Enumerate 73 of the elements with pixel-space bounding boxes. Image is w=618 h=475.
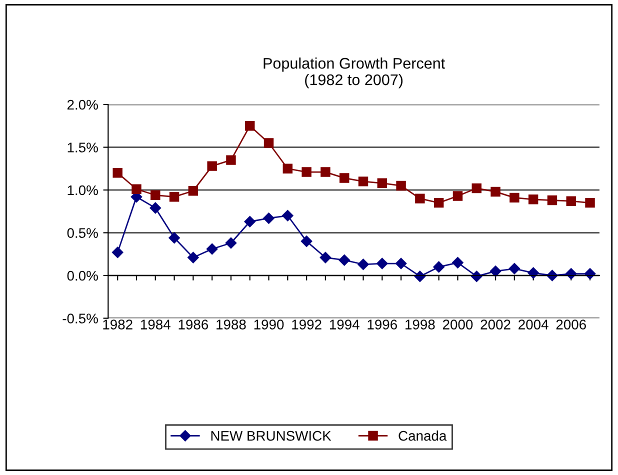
point [508, 263, 520, 274]
point [472, 183, 482, 194]
point [490, 186, 500, 197]
point [112, 168, 122, 178]
point [376, 258, 388, 270]
point [244, 216, 256, 228]
point [320, 167, 330, 177]
point [490, 266, 502, 277]
point [395, 258, 407, 270]
point [452, 257, 464, 268]
point [207, 161, 217, 171]
point [282, 210, 294, 222]
y-tick-label: 0.0% [67, 270, 98, 281]
point [528, 194, 538, 204]
y-tick-label: 0.5% [67, 228, 98, 238]
point [546, 270, 558, 282]
point [547, 195, 558, 206]
point [226, 155, 236, 165]
point [188, 186, 198, 196]
x-tick-label: 1982 [103, 320, 132, 330]
point [585, 198, 595, 208]
legend-label: Canada [398, 430, 447, 441]
point [150, 202, 161, 214]
x-tick-label: 2006 [556, 320, 586, 330]
x-tick-label: 1992 [292, 320, 322, 330]
point [566, 268, 577, 280]
x-tick-label: 1998 [406, 320, 435, 330]
point [150, 190, 160, 200]
point [302, 167, 312, 177]
point [282, 164, 293, 174]
point [510, 192, 520, 203]
point [471, 270, 482, 282]
point [396, 180, 406, 191]
point [452, 191, 463, 201]
x-tick-label: 1996 [368, 320, 397, 330]
point [188, 252, 199, 264]
x-tick-label: 2002 [480, 320, 510, 330]
point [358, 258, 369, 270]
y-tick-label: 1.0% [68, 185, 98, 196]
point [414, 270, 426, 282]
point [584, 268, 596, 280]
point [415, 194, 425, 204]
x-tick-label: 1988 [216, 320, 246, 330]
y-tick-label: 2.0% [67, 100, 98, 110]
point [300, 236, 312, 247]
x-tick-label: 1994 [330, 320, 360, 330]
point [339, 173, 350, 183]
x-tick-label: 1984 [141, 320, 170, 330]
point [169, 192, 180, 202]
x-tick-label: 2000 [442, 320, 473, 330]
point [338, 254, 350, 266]
x-tick-label: 1990 [254, 320, 284, 330]
point [528, 267, 539, 279]
legend-label: NEW BRUNSWICK [211, 430, 332, 441]
point [206, 243, 218, 255]
point [433, 261, 444, 273]
point [263, 212, 274, 224]
point [320, 252, 332, 264]
point [377, 178, 388, 188]
y-tick-label: 1.5% [68, 142, 98, 152]
point [358, 176, 368, 186]
point [434, 198, 444, 208]
point [132, 184, 142, 194]
y-tick-label: -0.5% [62, 314, 98, 324]
x-tick-label: 2004 [518, 320, 548, 330]
point [566, 196, 576, 206]
point [264, 138, 274, 148]
point [225, 237, 237, 249]
point [245, 121, 255, 131]
chart-title: Population Growth Percent (1982 to 2007) [264, 58, 445, 88]
x-tick-label: 1986 [178, 320, 208, 330]
point [168, 232, 180, 244]
point [112, 246, 124, 258]
